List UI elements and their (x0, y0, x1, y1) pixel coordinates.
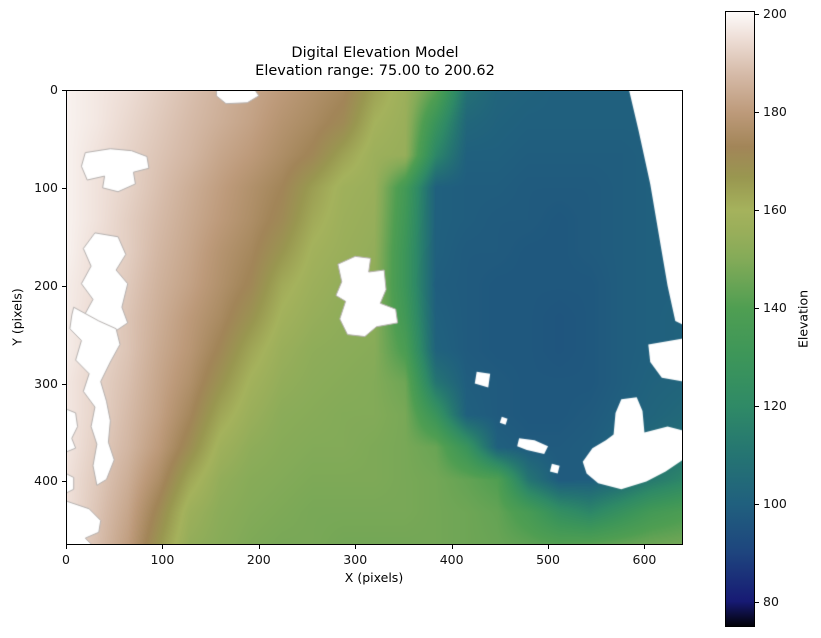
heatmap-canvas (66, 90, 683, 545)
x-tick-600-mark (644, 545, 646, 549)
x-tick-200-label: 200 (246, 552, 271, 567)
colorbar (725, 11, 755, 627)
x-tick-500-label: 500 (536, 552, 560, 567)
x-tick-600-label: 600 (632, 552, 657, 567)
colorbar-tick-200-mark (755, 14, 759, 16)
colorbar-tick-140-label: 140 (763, 300, 787, 316)
colorbar-tick-120-mark (755, 406, 759, 408)
x-tick-100-mark (162, 545, 164, 549)
y-tick-0-label: 0 (50, 82, 58, 97)
x-tick-400-mark (451, 545, 453, 549)
colorbar-tick-100-mark (755, 504, 759, 506)
y-tick-200-mark (62, 285, 66, 287)
y-tick-0-mark (62, 90, 66, 91)
colorbar-tick-120-label: 120 (763, 398, 787, 414)
colorbar-tick-100-label: 100 (763, 496, 787, 512)
y-tick-300-label: 300 (34, 375, 58, 391)
colorbar-tick-140-mark (755, 308, 759, 310)
y-tick-100-label: 100 (34, 179, 58, 195)
x-tick-0-mark (66, 545, 67, 549)
y-tick-300-mark (62, 383, 66, 385)
x-tick-200-mark (258, 545, 260, 549)
x-axis-label: X (pixels) (344, 570, 404, 585)
chart-title-line1: Digital Elevation Model (291, 45, 459, 61)
colorbar-tick-160-label: 160 (763, 202, 787, 218)
colorbar-label: Elevation (795, 289, 811, 349)
chart-title-line2: Elevation range: 75.00 to 200.62 (255, 63, 495, 79)
y-tick-100-mark (62, 187, 66, 189)
colorbar-tick-180-mark (755, 112, 759, 114)
colorbar-tick-160-mark (755, 210, 759, 212)
colorbar-tick-200-label: 200 (763, 6, 787, 22)
x-tick-0-label: 0 (62, 552, 70, 567)
colorbar-tick-80-mark (755, 602, 759, 604)
y-axis-label: Y (pixels) (9, 288, 25, 346)
x-tick-300-mark (355, 545, 357, 549)
y-tick-400-label: 400 (34, 473, 58, 489)
y-tick-200-label: 200 (34, 277, 58, 293)
x-tick-500-mark (548, 545, 550, 549)
x-tick-400-label: 400 (439, 552, 464, 567)
x-tick-300-label: 300 (343, 552, 368, 567)
y-tick-400-mark (62, 481, 66, 483)
colorbar-tick-80-label: 80 (763, 594, 779, 610)
chart-title: Digital Elevation Model Elevation range:… (255, 44, 495, 80)
colorbar-tick-180-label: 180 (763, 104, 787, 120)
x-tick-100-label: 100 (150, 552, 175, 567)
